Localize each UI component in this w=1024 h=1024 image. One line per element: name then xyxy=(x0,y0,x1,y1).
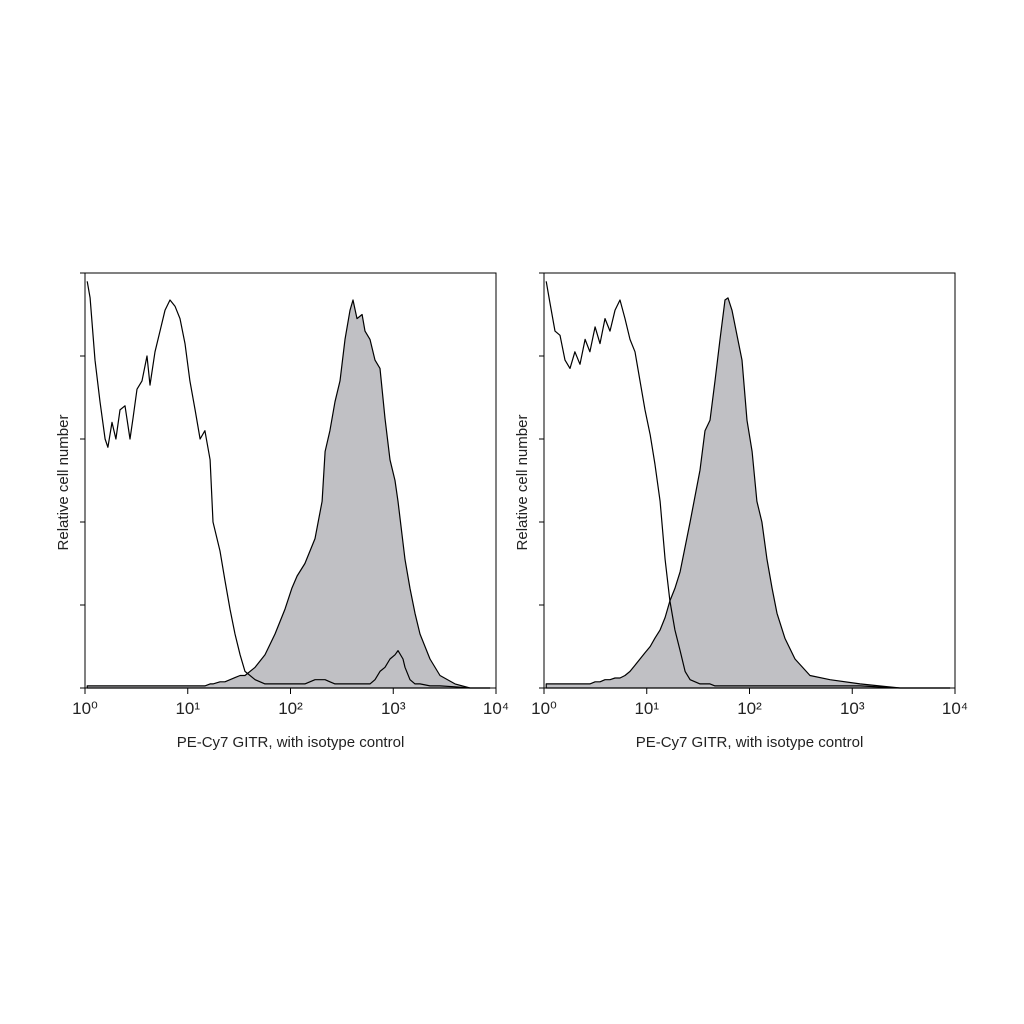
x-tick-label: 10² xyxy=(737,699,762,718)
x-tick-label: 10³ xyxy=(840,699,865,718)
x-tick-label: 10¹ xyxy=(175,699,200,718)
y-axis-label: Relative cell number xyxy=(55,415,72,551)
x-tick-label: 10¹ xyxy=(634,699,659,718)
histogram-area xyxy=(86,299,491,689)
y-axis-label: Relative cell number xyxy=(514,415,531,551)
x-tick-label: 10⁰ xyxy=(531,699,557,718)
chart-panel: 10⁰ 10¹ 10² 10³ 10⁴ PE-Cy7 GITR, with isotype… xyxy=(514,272,968,751)
x-tick-label: 10³ xyxy=(381,699,406,718)
x-tick-label: 10⁴ xyxy=(942,699,968,718)
histogram-area xyxy=(545,297,951,689)
histogram-line xyxy=(545,281,950,689)
x-axis-label: PE-Cy7 GITR, with isotype control xyxy=(177,734,405,751)
chart-panel: 10⁰ 10¹ 10² 10³ 10⁴ PE-Cy7 GITR, with isotype… xyxy=(55,272,509,751)
x-tick-label: 10⁰ xyxy=(72,699,98,718)
histogram-line xyxy=(86,281,490,689)
x-tick-label: 10⁴ xyxy=(483,699,509,718)
x-axis-label: PE-Cy7 GITR, with isotype control xyxy=(636,734,864,751)
x-tick-label: 10² xyxy=(278,699,303,718)
